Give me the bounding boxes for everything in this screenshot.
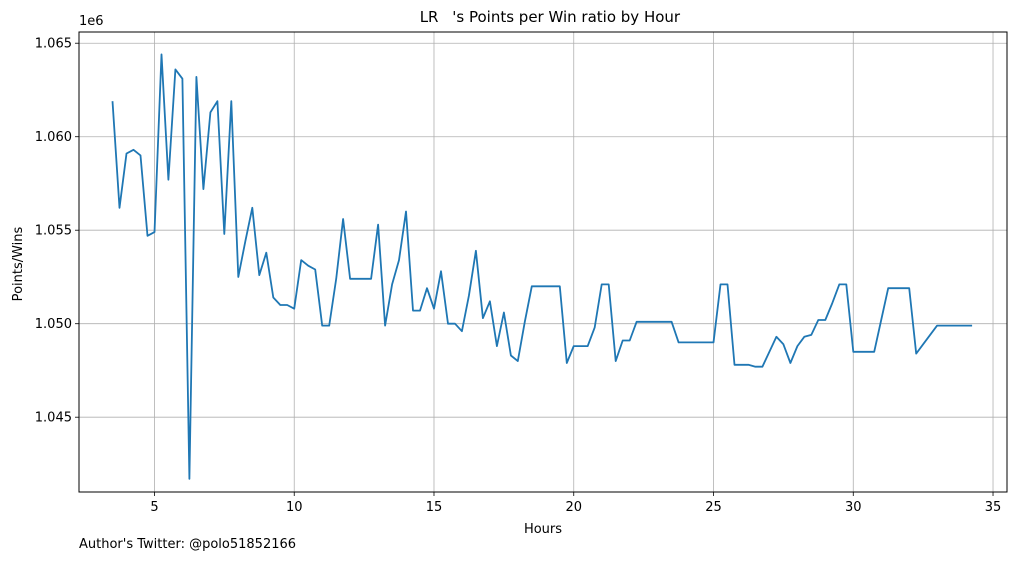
series-group [113, 54, 973, 479]
y-axis-label: Points/Wins [11, 226, 26, 301]
y-axis-ticks: 1.045 1.050 1.055 1.060 1.065 [35, 37, 79, 426]
y-tick-label: 1.055 [35, 224, 72, 239]
x-tick-label: 30 [845, 500, 862, 515]
y-tick-label: 1.045 [35, 411, 72, 426]
y-offset-text: 1e6 [79, 14, 104, 29]
x-axis-ticks: 5 10 15 20 25 30 35 [150, 492, 1001, 515]
x-tick-label: 5 [150, 500, 158, 515]
chart-title: ᅟᅠLRᅟᅠ's Points per Win ratio by Hour [406, 8, 681, 26]
x-tick-label: 20 [565, 500, 582, 515]
x-axis-label: Hours [524, 522, 562, 537]
y-tick-label: 1.060 [35, 130, 72, 145]
footer-author-twitter: Author's Twitter: @polo51852166 [79, 537, 296, 552]
y-tick-label: 1.050 [35, 317, 72, 332]
series-line [113, 54, 973, 479]
x-tick-label: 25 [705, 500, 722, 515]
x-tick-label: 35 [985, 500, 1002, 515]
y-tick-label: 1.065 [35, 37, 72, 52]
x-tick-label: 10 [286, 500, 303, 515]
x-tick-label: 15 [426, 500, 443, 515]
